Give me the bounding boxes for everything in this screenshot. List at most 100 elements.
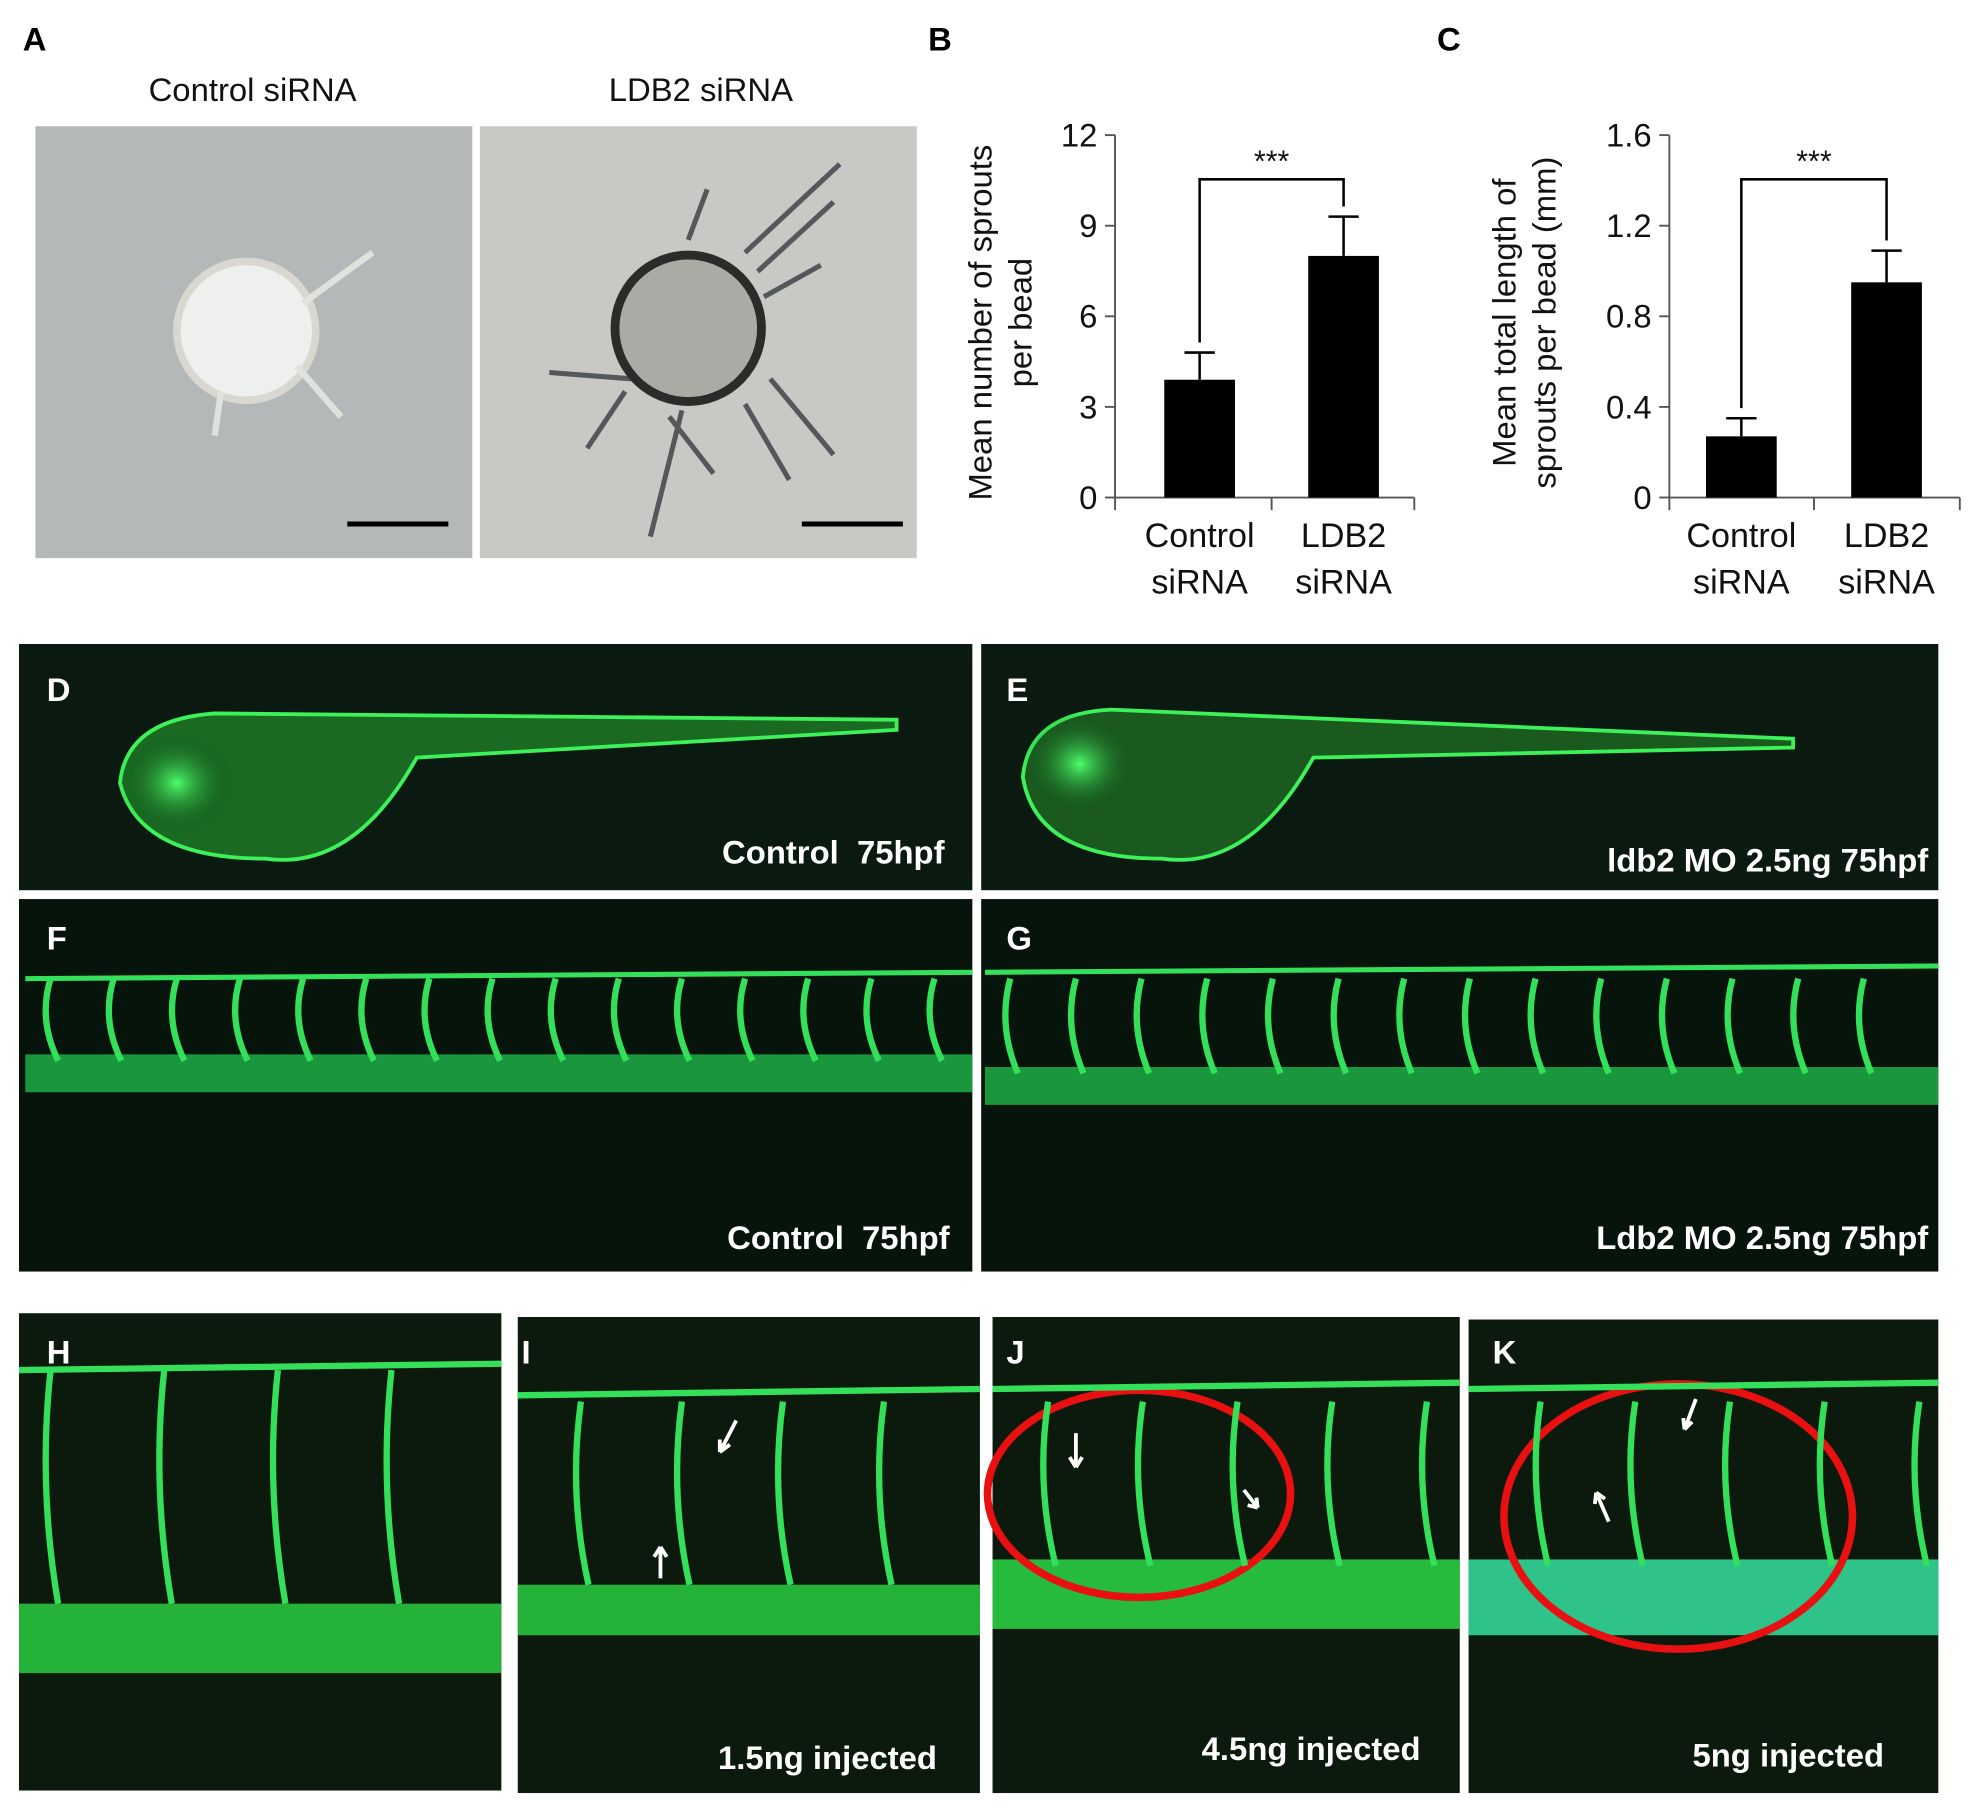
significance-bracket [1198, 178, 1345, 343]
vessel [269, 1369, 289, 1605]
vessel [42, 977, 61, 1063]
axial-vessel [984, 1066, 1939, 1105]
y-tick-label: 1.2 [1606, 207, 1652, 244]
y-tick-label: 3 [1079, 388, 1097, 425]
panel-label: C [1437, 21, 1461, 58]
x-tick-label: Control siRNA [1144, 516, 1255, 602]
bar [1308, 255, 1379, 498]
bead [610, 250, 766, 406]
vessel [800, 977, 819, 1063]
vessel [1229, 1401, 1249, 1567]
vessel [1461, 977, 1481, 1075]
vessel [1532, 1401, 1552, 1567]
x-tick-label: LDB2 siRNA [1295, 516, 1392, 602]
vessel [1593, 977, 1612, 1075]
vessel [875, 1401, 895, 1586]
y-tick-label: 1.6 [1606, 116, 1652, 153]
bar [1164, 379, 1235, 498]
error-bar [1184, 351, 1215, 380]
vessel [383, 1369, 403, 1605]
vessel [863, 977, 882, 1063]
significance-bracket [1740, 178, 1888, 409]
vessel [1199, 977, 1218, 1075]
error-bar [1328, 215, 1359, 256]
vessel [517, 1385, 980, 1399]
vessel [358, 977, 377, 1063]
y-axis-label: Mean number of sprouts per bead [960, 144, 1040, 501]
axial-vessel [1468, 1559, 1939, 1636]
panel-label: H [47, 1334, 71, 1371]
vessel [1527, 977, 1546, 1075]
vessel [1418, 1401, 1438, 1567]
vessel [984, 963, 1939, 975]
y-tick-label: 6 [1079, 298, 1097, 335]
vessel [673, 1401, 693, 1586]
vessel [295, 977, 314, 1063]
vessel [547, 977, 567, 1063]
vessel [484, 977, 503, 1063]
vessel [1658, 977, 1678, 1075]
significance-label: *** [1796, 146, 1832, 179]
y-tick-label: 0.8 [1606, 298, 1652, 335]
image-title: Control siRNA [149, 71, 357, 108]
caption: 1.5ng injected [718, 1739, 937, 1776]
error-bar [1871, 249, 1902, 283]
y-axis-label: Mean total length of sprouts per bead (m… [1485, 157, 1563, 489]
vessel [1816, 1401, 1836, 1567]
panel-label: I [522, 1334, 531, 1371]
caption: ldb2 MO 2.5ng 75hpf [1607, 841, 1928, 878]
vessel [774, 1401, 794, 1586]
vessel [673, 977, 693, 1063]
x-tick-label: Control siRNA [1144, 516, 1255, 602]
axial-vessel [992, 1559, 1460, 1629]
vessel [42, 1369, 62, 1605]
vessel [1396, 977, 1415, 1075]
x-tick-label: Control siRNA [1686, 516, 1796, 601]
y-axis-label: Mean number of sprouts per bead [960, 144, 1040, 501]
image-h [18, 1313, 502, 1791]
caption: 5ng injected [1692, 1737, 1884, 1774]
vessel [1790, 977, 1809, 1075]
panel-label: A [23, 21, 47, 58]
highlight-circle [983, 1386, 1295, 1602]
panel-label: E [1006, 671, 1028, 708]
axial-vessel [517, 1584, 980, 1636]
panel-label: K [1493, 1334, 1517, 1371]
vessel [737, 977, 756, 1063]
x-tick-label: LDB2 siRNA [1295, 516, 1392, 602]
fish-head [120, 732, 234, 834]
vessel [1324, 1401, 1343, 1567]
caption: Ldb2 MO 2.5ng 75hpf [1596, 1219, 1928, 1256]
sprout [211, 249, 375, 437]
vessel [1855, 977, 1875, 1075]
vessel [1134, 1401, 1154, 1567]
vessel [156, 1369, 175, 1605]
vessel [231, 977, 251, 1063]
vessel [610, 977, 630, 1063]
vessel [1067, 977, 1087, 1075]
vessel [421, 977, 440, 1063]
y-tick-label: 9 [1079, 207, 1097, 244]
panel-label: D [47, 671, 71, 708]
bar [1705, 436, 1777, 498]
vessel [1627, 1401, 1646, 1567]
image-j [992, 1317, 1460, 1794]
x-tick-label: LDB2 siRNA [1838, 516, 1935, 601]
vessel [1468, 1379, 1939, 1393]
y-tick-label: 0 [1079, 479, 1097, 516]
vessel [1040, 1401, 1059, 1567]
vessel [1911, 1401, 1931, 1567]
axial-vessel [18, 1603, 502, 1674]
vessel [1724, 977, 1743, 1075]
vessel [1721, 1401, 1741, 1567]
caption: Control 75hpf [727, 1219, 950, 1256]
vessel [168, 977, 188, 1063]
error-bar [1726, 416, 1757, 437]
panel-label: B [928, 21, 952, 58]
vessel [1264, 977, 1284, 1075]
vessel [18, 1360, 502, 1374]
vessel [25, 969, 973, 982]
fish [118, 711, 899, 862]
vessel [1330, 977, 1350, 1075]
